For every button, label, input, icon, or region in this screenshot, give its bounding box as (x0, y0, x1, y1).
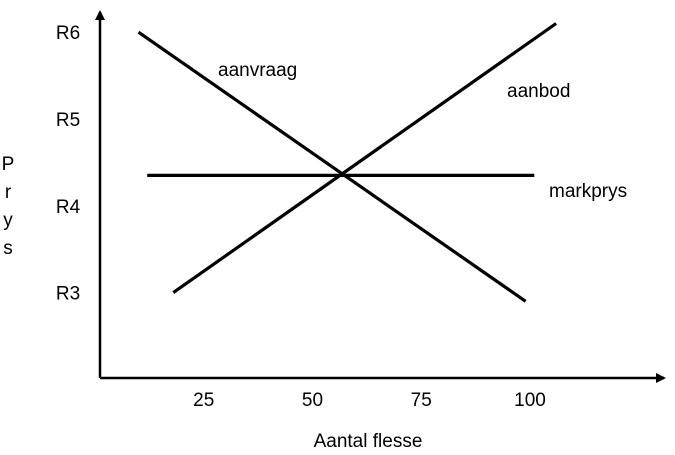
x-axis-title: Aantal flesse (314, 431, 423, 452)
x-tick-label: 50 (302, 390, 323, 411)
series-label-aanbod: aanbod (507, 81, 570, 102)
y-tick-labels: R3 R4 R5 R6 (56, 23, 81, 304)
series-labels: aanvraag aanbod markprys (218, 60, 627, 202)
y-tick-label: R4 (56, 197, 81, 218)
y-axis-title-letter: r (5, 182, 12, 203)
y-tick-label: R3 (56, 284, 80, 305)
y-axis-title-letter: y (3, 210, 13, 231)
x-tick-label: 25 (193, 390, 214, 411)
series-line-aanvraag (137, 30, 527, 303)
x-tick-label: 75 (411, 390, 432, 411)
y-axis-title-letter: P (2, 154, 15, 175)
y-tick-label: R6 (56, 23, 80, 44)
series-line-aanbod (172, 22, 558, 294)
y-axis-title-letter: s (3, 238, 13, 259)
x-tick-labels: 25 50 75 100 (193, 390, 546, 411)
series-label-markprys: markprys (549, 181, 627, 202)
series-label-aanvraag: aanvraag (218, 60, 297, 81)
y-tick-label: R5 (56, 110, 80, 131)
series-lines (137, 22, 558, 303)
x-tick-label: 100 (514, 390, 546, 411)
